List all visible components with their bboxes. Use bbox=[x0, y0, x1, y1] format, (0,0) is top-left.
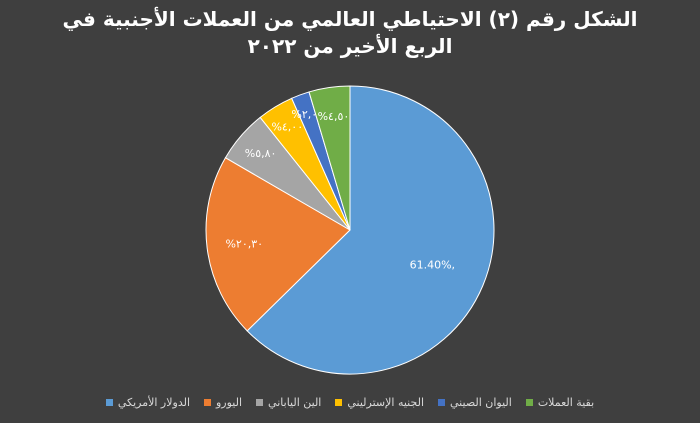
slice-data-label: %٤,٠٠ bbox=[271, 121, 303, 134]
pie-slice bbox=[308, 85, 351, 231]
chart-title: الشكل رقم (٢) الاحتياطي العالمي من العمل… bbox=[0, 6, 700, 60]
slice-data-label: 61.40%, bbox=[410, 259, 455, 272]
legend-label: الين الياباني bbox=[268, 396, 322, 409]
legend-entry: الجنيه الإسترليني bbox=[335, 396, 424, 409]
chart-title-line-1: الشكل رقم (٢) الاحتياطي العالمي من العمل… bbox=[62, 7, 638, 31]
legend-swatch bbox=[438, 399, 446, 406]
legend-swatch bbox=[256, 399, 264, 406]
legend-entry: الين الياباني bbox=[256, 396, 321, 409]
legend-swatch bbox=[335, 399, 343, 406]
chart-title-line-2: الربع الأخير من ٢٠٢٢ bbox=[247, 34, 453, 58]
legend-entry: اليورو bbox=[204, 396, 242, 409]
legend-label: اليوان الصيني bbox=[450, 396, 512, 409]
pie-slice bbox=[246, 85, 495, 375]
legend-entry: بقية العملات bbox=[525, 396, 595, 409]
legend-swatch bbox=[525, 399, 533, 406]
legend-swatch bbox=[204, 399, 211, 406]
chart-legend: الدولار الأمريكي اليورو الين الياباني الجني… bbox=[60, 396, 640, 409]
legend-entry: اليوان الصيني bbox=[438, 396, 512, 409]
slice-data-label: %٥,٨٠ bbox=[245, 147, 277, 160]
legend-entry: الدولار الأمريكي bbox=[105, 396, 190, 409]
pie-slice bbox=[205, 157, 351, 332]
legend-label: اليورو bbox=[216, 396, 243, 409]
slice-data-label: %٢٠,٣٠ bbox=[225, 237, 263, 250]
legend-label: بقية العملات bbox=[537, 396, 595, 409]
legend-swatch bbox=[105, 399, 113, 406]
legend-label: الجنيه الإسترليني bbox=[347, 396, 425, 409]
legend-label: الدولار الأمريكي bbox=[117, 396, 190, 409]
slice-data-label: %٤,٥٠ bbox=[318, 110, 350, 123]
